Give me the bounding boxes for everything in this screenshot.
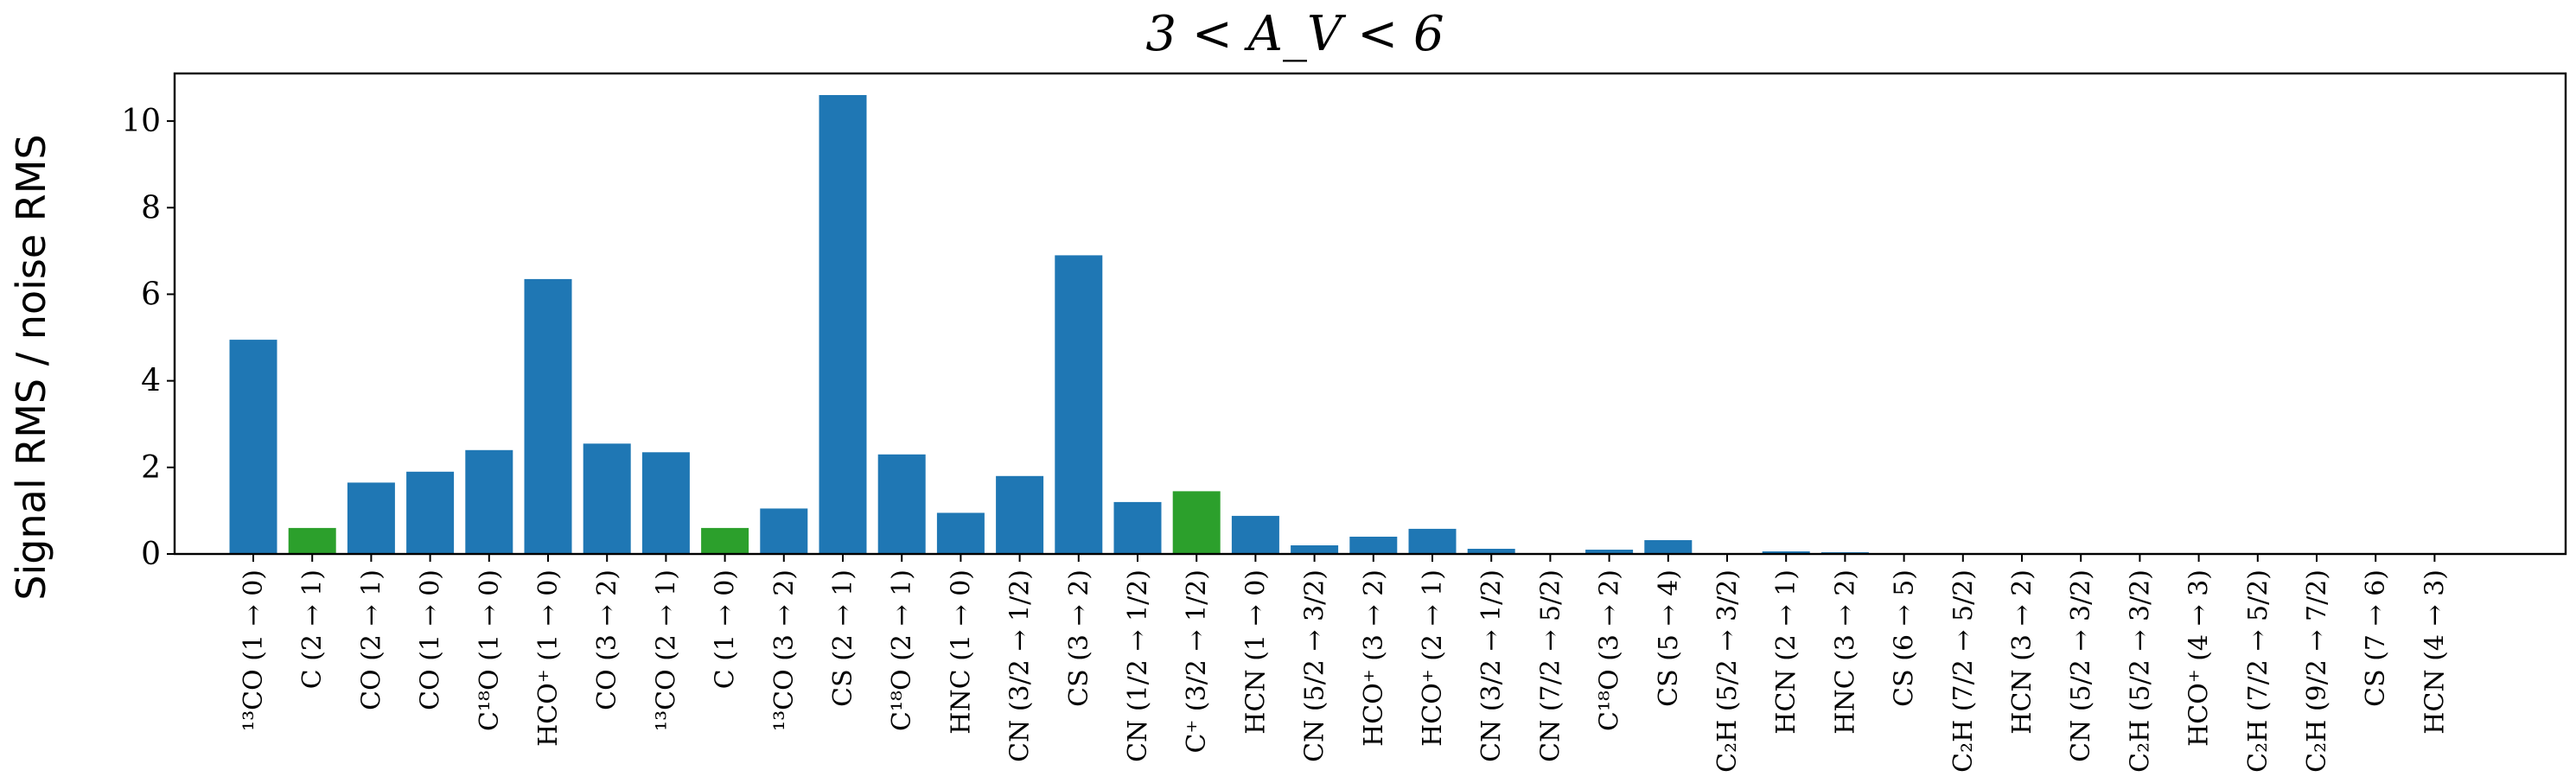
x-tick-label-31: CN (5/2 → 3/2) [2066, 570, 2096, 762]
x-tick-label-14: CS (3 → 2) [1064, 570, 1094, 707]
x-tick-label-13: CN (3/2 → 1/2) [1005, 570, 1036, 762]
bar-18 [1291, 545, 1339, 554]
bar-13 [996, 475, 1044, 554]
x-tick-label-2: CO (2 → 1) [356, 570, 386, 710]
x-tick-label-1: C (2 → 1) [297, 570, 328, 689]
x-tick-label-29: C₂H (7/2 → 5/2) [1948, 570, 1979, 773]
x-tick-label-10: CS (2 → 1) [828, 570, 858, 707]
bar-26 [1762, 551, 1810, 554]
x-tick-label-26: HCN (2 → 1) [1771, 570, 1801, 735]
y-tick-label-2: 4 [141, 364, 161, 399]
bar-20 [1408, 528, 1457, 554]
x-tick-label-20: HCO⁺ (2 → 1) [1418, 570, 1448, 747]
y-tick-label-3: 6 [141, 277, 161, 312]
bar-10 [819, 95, 867, 554]
x-tick-label-19: HCO⁺ (3 → 2) [1359, 570, 1389, 747]
x-tick-label-30: HCN (3 → 2) [2007, 570, 2037, 735]
chart-title: 3 < A_V < 6 [1145, 6, 1444, 62]
x-tick-label-3: CO (1 → 0) [416, 570, 446, 710]
bar-16 [1172, 491, 1221, 554]
y-axis-label: Signal RMS / noise RMS [8, 134, 54, 600]
bar-8 [701, 527, 749, 554]
bar-7 [641, 452, 690, 554]
bar-21 [1467, 549, 1515, 554]
x-tick-label-25: C₂H (5/2 → 3/2) [1712, 570, 1743, 773]
x-tick-label-21: CN (3/2 → 1/2) [1476, 570, 1507, 762]
x-tick-label-7: ¹³CO (2 → 1) [651, 570, 681, 731]
bar-9 [760, 508, 808, 554]
x-tick-label-36: CS (7 → 6) [2361, 570, 2391, 707]
x-tick-label-11: C¹⁸O (2 → 1) [887, 570, 917, 731]
bar-12 [936, 512, 985, 554]
x-tick-label-18: CN (5/2 → 3/2) [1300, 570, 1330, 762]
bar-4 [465, 449, 513, 554]
x-tick-label-32: C₂H (5/2 → 3/2) [2125, 570, 2155, 773]
x-tick-label-24: CS (5 → 4) [1654, 570, 1684, 707]
x-tick-label-37: HCN (4 → 3) [2420, 570, 2450, 735]
bar-6 [583, 443, 631, 554]
bar-3 [406, 471, 455, 554]
x-tick-label-23: C¹⁸O (3 → 2) [1595, 570, 1625, 731]
x-tick-label-12: HNC (1 → 0) [946, 570, 976, 735]
x-tick-label-33: HCO⁺ (4 → 3) [2184, 570, 2215, 747]
bar-23 [1585, 550, 1634, 554]
x-tick-label-16: C⁺ (3/2 → 1/2) [1182, 570, 1212, 754]
y-axis-ticks: 0 2 4 6 8 10 [121, 104, 175, 572]
bar-2 [347, 482, 395, 554]
plot-frame [173, 72, 2567, 556]
y-tick-label-5: 10 [121, 104, 161, 139]
x-tick-label-28: CS (6 → 5) [1890, 570, 1920, 707]
bar-19 [1349, 537, 1398, 554]
bar-17 [1231, 515, 1279, 554]
x-tick-label-22: CN (7/2 → 5/2) [1535, 570, 1565, 762]
x-tick-label-6: CO (3 → 2) [592, 570, 622, 710]
y-tick-label-0: 0 [141, 537, 161, 572]
x-tick-label-4: C¹⁸O (1 → 0) [475, 570, 505, 731]
bars-group [229, 95, 2458, 554]
bar-24 [1644, 540, 1693, 554]
y-tick-label-4: 8 [141, 190, 161, 226]
bar-5 [524, 278, 572, 554]
x-axis-ticks: ¹³CO (1 → 0) C (2 → 1) CO (2 → 1) CO (1 → 0… [239, 554, 2450, 773]
x-tick-label-15: CN (1/2 → 1/2) [1123, 570, 1153, 762]
x-tick-label-0: ¹³CO (1 → 0) [239, 570, 269, 731]
x-tick-label-9: ¹³CO (3 → 2) [769, 570, 800, 731]
bar-14 [1055, 255, 1103, 554]
x-tick-label-8: C (1 → 0) [711, 570, 741, 689]
bar-15 [1113, 501, 1162, 554]
x-tick-label-34: C₂H (7/2 → 5/2) [2243, 570, 2273, 773]
x-tick-label-27: HNC (3 → 2) [1830, 570, 1860, 735]
bar-1 [288, 527, 336, 554]
bar-0 [229, 340, 277, 554]
bar-11 [877, 454, 926, 554]
x-tick-label-17: HCN (1 → 0) [1240, 570, 1271, 735]
y-tick-label-1: 2 [141, 450, 161, 486]
x-tick-label-5: HCO⁺ (1 → 0) [533, 570, 564, 747]
x-tick-label-35: C₂H (9/2 → 7/2) [2302, 570, 2332, 773]
